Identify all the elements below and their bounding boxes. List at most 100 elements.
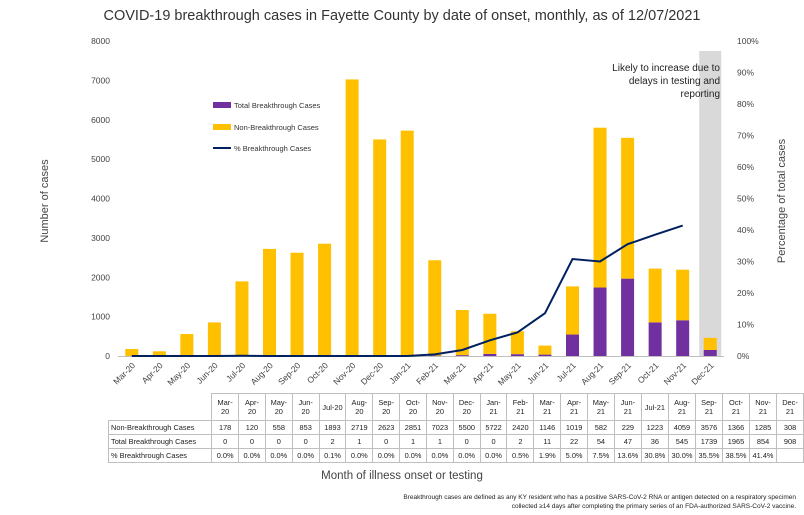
y2-tick-label: 10% [737,320,754,330]
y2-tick-label: 80% [737,99,754,109]
shaded-incomplete-month [699,51,722,356]
x-tick-label: Sep-21 [607,360,634,387]
bar-non-breakthrough [180,334,194,356]
y-tick-label: 6000 [91,115,110,125]
table-cell: 0.0% [399,448,427,463]
table-column-header: Sep- 21 [694,393,723,421]
y-tick-label: 5000 [91,154,110,164]
table-cell: 0 [211,434,240,449]
y2-tick-label: 70% [737,131,754,141]
x-tick-label: Aug-20 [248,360,275,387]
table-header-row: Mar- 20 Apr- 20 May- 20 Jun- 20 Jul-20 Aug- 20 Sep-… [108,393,804,421]
data-table: Mar- 20 Apr- 20 May- 20 Jun- 20 Jul-20 Aug- 20 Sep-… [107,393,804,463]
y-tick-label: 4000 [91,194,110,204]
table-row-label: Non-Breakthrough Cases [107,420,213,435]
table-column-header: Aug- 20 [345,393,374,421]
table-column-header: Feb- 21 [506,393,535,421]
legend-label-non-breakthrough: Non-Breakthrough Cases [234,123,319,132]
table-cell: 0.0% [238,448,266,463]
table-cell: 1 [345,434,374,449]
table-row: Total Breakthrough Cases 0 0 0 0 2 1 0 1 1 0 0 2 11 22… [107,434,804,449]
bar-breakthrough [510,354,524,356]
table-cell: 1146 [533,420,562,435]
bar-breakthrough [593,287,607,356]
footnote-line-1: Breakthrough cases are defined as any KY… [403,494,796,501]
bar-non-breakthrough [566,286,579,335]
table-column-header: Jul-21 [640,393,669,421]
table-cell: 0.0% [291,448,320,463]
table-cell: 7023 [425,420,454,435]
y-tick-label: 1000 [91,312,110,322]
x-tick-label: Jun-20 [194,360,220,386]
table-cell: 908 [776,434,804,449]
bar-breakthrough [455,355,469,356]
table-cell: 120 [238,420,266,435]
table-cell: 0.0% [372,448,401,463]
table-cell: 1019 [560,420,589,435]
footnote: Breakthrough cases are defined as any KY… [236,493,796,511]
x-tick-label: Apr-20 [140,360,165,385]
bar-non-breakthrough [593,127,607,288]
y-axis-title: Number of cases [39,159,51,243]
table-cell: 0.0% [345,448,374,463]
table-cell: 1285 [749,420,778,435]
annotation-text: Likely to increase due to [612,63,720,74]
x-tick-label: Sep-20 [276,360,303,387]
x-tick-label: Nov-21 [662,360,689,387]
table-cell: 54 [587,434,615,449]
x-tick-label: Mar-20 [111,360,137,386]
table-cell: 11 [533,434,562,449]
annotation-text: reporting [681,89,720,100]
y-tick-label: 0 [105,351,110,361]
y-tick-label: 2000 [91,272,110,282]
y2-tick-label: 30% [737,257,754,267]
table-cell: 2851 [399,420,427,435]
y2-tick-label: 90% [737,68,754,78]
table-column-header: Sep- 20 [372,393,401,421]
table-cell: 5.0% [560,448,589,463]
footnote-line-2: collected ≥14 days after completing the … [511,503,796,510]
bar-non-breakthrough [676,269,690,321]
table-cell: 5722 [479,420,508,435]
table-cell: 0 [452,434,481,449]
bar-breakthrough [538,354,552,356]
table-cell: 0.0% [452,448,481,463]
table-cell: 178 [211,420,240,435]
x-tick-label: Feb-21 [414,360,440,386]
table-column-header: Aug- 21 [667,393,696,421]
table-cell: 4059 [667,420,696,435]
table-cell: 229 [613,420,642,435]
y2-tick-label: 100% [737,36,759,46]
table-cell: 854 [749,434,778,449]
table-cell: 558 [264,420,293,435]
table-cell: 41.4% [749,448,778,463]
bar-non-breakthrough [152,351,166,356]
bar-non-breakthrough [648,268,662,323]
legend-swatch-breakthrough [213,102,231,108]
table-column-header: Jun- 21 [613,393,642,421]
table-cell: 853 [291,420,320,435]
table-column-header: Oct- 21 [721,393,751,421]
table-cell: 0.0% [425,448,454,463]
table-row: % Breakthrough Cases 0.0% 0.0% 0.0% 0.0% 0.1%… [107,448,804,463]
table-cell: 2 [506,434,535,449]
table-cell: 47 [613,434,642,449]
bar-breakthrough [648,322,662,356]
table-cell: 0.0% [264,448,293,463]
bar-non-breakthrough [125,348,139,356]
table-cell: 0 [291,434,320,449]
bar-non-breakthrough [263,248,276,356]
table-cell: 0.0% [479,448,508,463]
y2-tick-label: 60% [737,162,754,172]
table-cell: 0 [479,434,508,449]
x-tick-label: May-20 [165,360,192,387]
table-cell: 0 [372,434,401,449]
y2-tick-label: 0% [737,351,750,361]
bar-non-breakthrough [400,130,414,356]
table-cell: 38.5% [721,448,751,463]
table-column-header: Apr- 20 [238,393,266,421]
x-tick-label: Oct-21 [635,360,660,385]
table-cell: 7.5% [587,448,615,463]
x-tick-label: Jan-21 [387,360,413,386]
x-tick-label: Jun-21 [525,360,551,386]
